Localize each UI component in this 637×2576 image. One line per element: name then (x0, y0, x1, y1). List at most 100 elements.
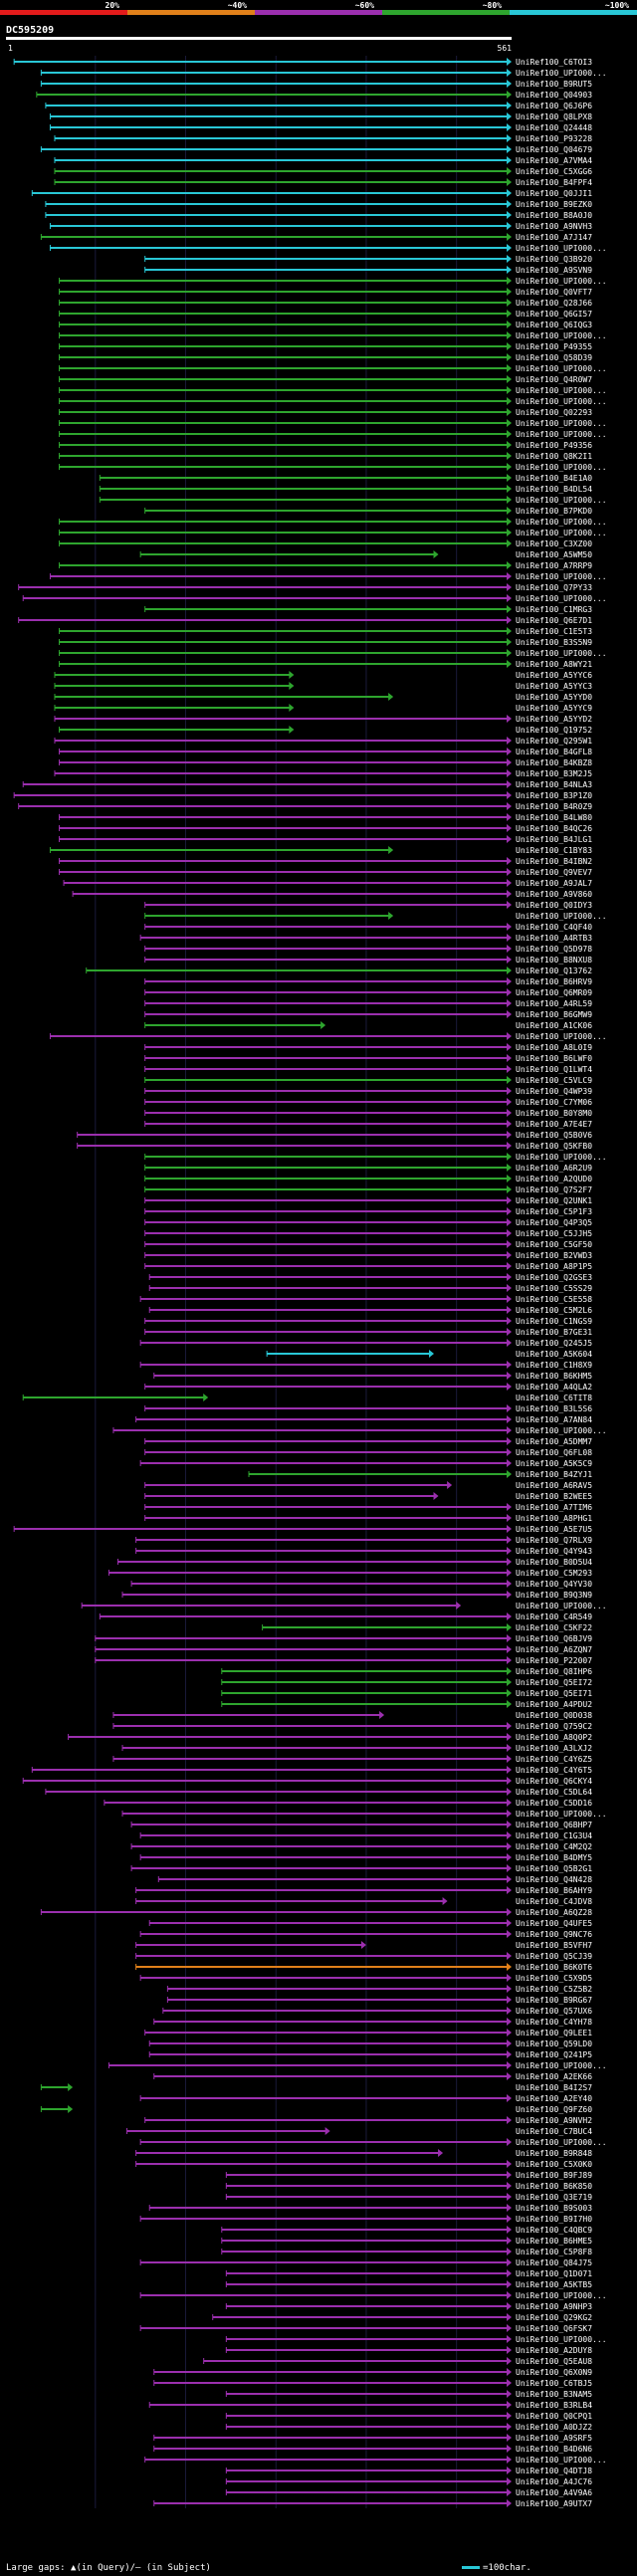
hit-name[interactable]: UniRef100_P49356 (516, 441, 592, 450)
hit-row[interactable]: UniRef100_A5KTB5 (225, 2280, 592, 2289)
hit-name[interactable]: UniRef100_C4M2Q2 (516, 1842, 592, 1851)
hit-name[interactable]: UniRef100_Q0CPQ1 (516, 2412, 592, 2421)
hit-row[interactable]: UniRef100_A8PHG1 (144, 1514, 593, 1523)
hit-row[interactable]: UniRef100_Q1D071 (225, 2269, 592, 2278)
hit-row[interactable]: UniRef100_P49356 (59, 441, 593, 450)
hit-row[interactable]: UniRef100_C5P8F8 (221, 2248, 592, 2256)
hit-name[interactable]: UniRef100_B4E1A0 (516, 474, 592, 483)
hit-row[interactable]: UniRef100_A5K604 (266, 1350, 592, 1359)
hit-name[interactable]: UniRef100_Q5EAU8 (516, 2357, 592, 2366)
hit-row[interactable]: UniRef100_Q9NC76 (139, 1930, 592, 1939)
hit-row[interactable]: UniRef100_Q6J6P6 (45, 102, 592, 110)
hit-name[interactable]: UniRef100_C6TOI3 (516, 58, 592, 67)
hit-row[interactable]: UniRef100_B5VFH7 (135, 1941, 593, 1950)
hit-name[interactable]: UniRef100_Q6GI57 (516, 310, 592, 319)
hit-row[interactable]: UniRef100_UPI000... (139, 2138, 607, 2147)
hit-row[interactable]: UniRef100_A6ZQN7 (95, 1645, 592, 1654)
hit-name[interactable]: UniRef100_A9NHP3 (516, 2302, 592, 2311)
hit-name[interactable]: UniRef100_B4FPF4 (516, 178, 592, 187)
hit-row[interactable]: UniRef100_A7AN84 (135, 1415, 593, 1424)
hit-row[interactable]: UniRef100_B9S003 (148, 2204, 592, 2213)
hit-name[interactable]: UniRef100_A5YYD0 (516, 693, 592, 702)
hit-row[interactable]: UniRef100_A7VMA4 (54, 156, 592, 165)
hit-row[interactable]: UniRef100_Q5CJ39 (135, 1952, 593, 1961)
hit-row[interactable]: UniRef100_B4R0Z9 (18, 802, 593, 811)
hit-name[interactable]: UniRef100_B3RLB4 (516, 2401, 592, 2410)
hit-row[interactable]: UniRef100_B3NAM5 (225, 2390, 592, 2399)
hit-name[interactable]: UniRef100_B9FJ89 (516, 2171, 592, 2180)
hit-row[interactable]: UniRef100_Q84J75 (139, 2258, 592, 2267)
hit-name[interactable]: UniRef100_B4DL54 (516, 485, 592, 494)
hit-name[interactable]: UniRef100_Q8IHP6 (516, 1667, 592, 1676)
hit-name[interactable]: UniRef100_Q6X0N9 (516, 2368, 592, 2377)
hit-row[interactable]: UniRef100_Q6E7D1 (18, 616, 593, 625)
hit-row[interactable]: UniRef100_B4DL54 (99, 485, 592, 494)
hit-name[interactable]: UniRef100_Q5CJ39 (516, 1952, 592, 1961)
hit-row[interactable]: UniRef100_A5DMM7 (144, 1437, 593, 1446)
hit-row[interactable]: UniRef100_A1CK06 (144, 1021, 593, 1030)
hit-row[interactable]: UniRef100_B6K0T6 (135, 1963, 593, 1972)
hit-row[interactable]: UniRef100_C5E558 (139, 1295, 592, 1304)
hit-name[interactable]: UniRef100_B9RG67 (516, 1996, 592, 2005)
hit-name[interactable]: UniRef100_A4RL59 (516, 999, 592, 1008)
hit-name[interactable]: UniRef100_B0Y8M0 (516, 1109, 592, 1118)
hit-name[interactable]: UniRef100_UPI000... (516, 1426, 607, 1435)
hit-row[interactable]: UniRef100_Q02293 (59, 408, 593, 417)
hit-row[interactable]: UniRef100_B6AHY9 (135, 1886, 593, 1895)
hit-row[interactable]: UniRef100_B6GMW9 (144, 1010, 593, 1019)
hit-row[interactable]: UniRef100_Q6CKY4 (22, 1777, 592, 1786)
hit-row[interactable]: UniRef100_UPI000... (59, 649, 607, 658)
hit-name[interactable]: UniRef100_Q28J66 (516, 299, 592, 308)
hit-name[interactable]: UniRef100_UPI000... (516, 244, 607, 253)
hit-name[interactable]: UniRef100_Q29KG2 (516, 2313, 592, 2322)
hit-name[interactable]: UniRef100_B4D6N6 (516, 2445, 592, 2454)
hit-name[interactable]: UniRef100_B4ZYJ1 (516, 1470, 592, 1479)
hit-name[interactable]: UniRef100_C5DD16 (516, 1799, 592, 1808)
hit-row[interactable]: UniRef100_A9UTX7 (153, 2499, 592, 2508)
hit-name[interactable]: UniRef100_Q5B2G1 (516, 1864, 592, 1873)
hit-row[interactable]: UniRef100_Q13762 (86, 966, 593, 975)
hit-name[interactable]: UniRef100_Q4DTJ8 (516, 2467, 592, 2475)
hit-name[interactable]: UniRef100_A6ZQN7 (516, 1645, 592, 1654)
hit-name[interactable]: UniRef100_A7TIM6 (516, 1503, 592, 1512)
hit-name[interactable]: UniRef100_B7GE31 (516, 1328, 592, 1337)
hit-row[interactable]: UniRef100_B2WEE5 (144, 1492, 593, 1501)
hit-name[interactable]: UniRef100_C4Y6T5 (516, 1766, 592, 1775)
hit-row[interactable]: UniRef100_B7PKD0 (144, 507, 593, 516)
hit-row[interactable]: UniRef100_B0Y8M0 (144, 1109, 593, 1118)
hit-name[interactable]: UniRef100_B2WEE5 (516, 1492, 592, 1501)
hit-row[interactable]: UniRef100_UPI000... (112, 1426, 607, 1435)
hit-name[interactable]: UniRef100_C5P1F3 (516, 1207, 592, 1216)
hit-name[interactable]: UniRef100_B5VFH7 (516, 1941, 592, 1950)
hit-name[interactable]: UniRef100_A0DJZ2 (516, 2423, 592, 2432)
hit-name[interactable]: UniRef100_C5X0K0 (516, 2160, 592, 2169)
hit-name[interactable]: UniRef100_A8Q0P2 (516, 1733, 592, 1742)
hit-name[interactable]: UniRef100_Q5D978 (516, 945, 592, 954)
hit-row[interactable]: UniRef100_P49355 (59, 342, 593, 351)
hit-name[interactable]: UniRef100_B8A0J0 (516, 211, 592, 220)
hit-row[interactable]: UniRef100_B6HRV9 (144, 977, 593, 986)
hit-name[interactable]: UniRef100_B6K850 (516, 2182, 592, 2191)
hit-name[interactable]: UniRef100_A3LXJ2 (516, 1744, 592, 1753)
hit-row[interactable]: UniRef100_B4FPF4 (54, 178, 592, 187)
hit-row[interactable]: UniRef100_C4QBC9 (221, 2226, 592, 2235)
hit-row[interactable]: UniRef100_Q58D39 (59, 353, 593, 362)
hit-row[interactable]: UniRef100_Q7RLX9 (135, 1536, 593, 1545)
hit-row[interactable]: UniRef100_UPI000... (59, 518, 607, 527)
hit-row[interactable]: UniRef100_B3L5S6 (144, 1404, 593, 1413)
hit-name[interactable]: UniRef100_C5M2L6 (516, 1306, 592, 1315)
hit-row[interactable]: UniRef100_C5M2L6 (148, 1306, 592, 1315)
hit-row[interactable]: UniRef100_C6TBJ5 (153, 2379, 592, 2388)
hit-row[interactable]: UniRef100_Q5EI72 (221, 1678, 592, 1687)
hit-row[interactable]: UniRef100_Q9LEE1 (144, 2029, 593, 2038)
hit-row[interactable]: UniRef100_Q0CPQ1 (225, 2412, 592, 2421)
hit-name[interactable]: UniRef100_C5E558 (516, 1295, 592, 1304)
hit-row[interactable]: UniRef100_P93228 (54, 134, 592, 143)
hit-row[interactable]: UniRef100_Q28J66 (59, 299, 593, 308)
hit-row[interactable]: UniRef100_B9FJ89 (225, 2171, 592, 2180)
hit-name[interactable]: UniRef100_UPI000... (516, 2061, 607, 2070)
hit-row[interactable]: UniRef100_B4E1A0 (99, 474, 592, 483)
hit-row[interactable]: UniRef100_Q19752 (59, 726, 593, 735)
hit-name[interactable]: UniRef100_Q9VEV7 (516, 868, 592, 877)
hit-row[interactable]: UniRef100_B4QC26 (59, 824, 593, 833)
